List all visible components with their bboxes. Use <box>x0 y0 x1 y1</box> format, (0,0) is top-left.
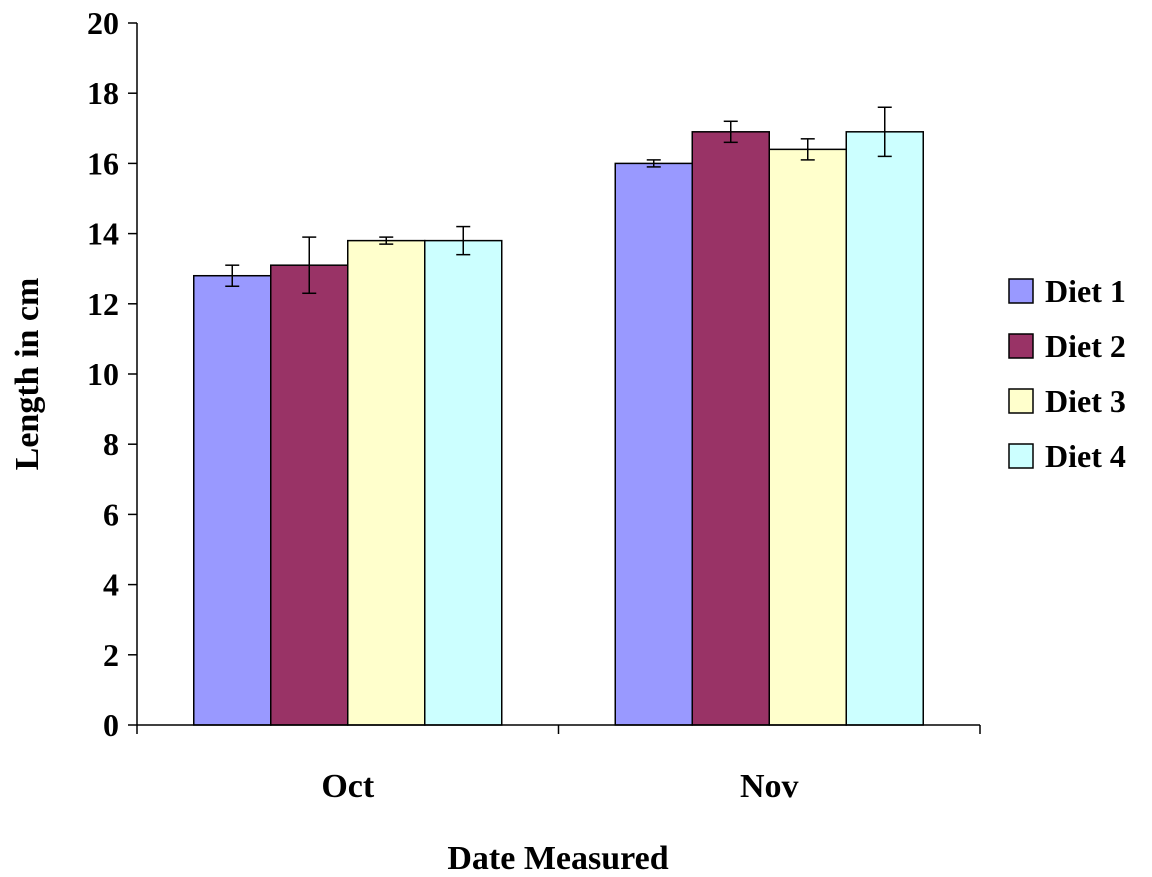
x-category-label: Oct <box>321 768 375 805</box>
y-axis-title: Length in cm <box>9 278 46 471</box>
error-bar <box>723 120 738 144</box>
bar-diet-2-oct <box>270 264 349 726</box>
legend-swatch <box>1008 443 1034 469</box>
legend-label: Diet 3 <box>1045 383 1126 419</box>
bar-diet-3-nov <box>768 148 847 726</box>
error-bars-layer <box>225 106 892 295</box>
bars-layer <box>193 131 924 726</box>
bar-diet-2-nov <box>691 131 770 726</box>
y-tick-label: 10 <box>87 356 119 392</box>
legend-item-diet-1: Diet 1 <box>1008 273 1126 309</box>
bar-diet-3-oct <box>347 239 426 726</box>
y-tick-label: 8 <box>103 426 119 462</box>
legend-item-diet-3: Diet 3 <box>1008 383 1126 419</box>
legend-label: Diet 2 <box>1045 328 1126 364</box>
y-tick-label: 6 <box>103 496 119 532</box>
legend: Diet 1 Diet 2 Diet 3 Diet 4 <box>1008 273 1126 474</box>
y-tick-label: 2 <box>103 637 119 673</box>
y-ticks: 0 2 4 6 8 10 12 14 16 18 20 <box>87 5 981 743</box>
y-tick-label: 4 <box>103 567 119 603</box>
bar-diet-4-nov <box>845 131 924 726</box>
error-bar <box>646 159 661 168</box>
legend-label: Diet 4 <box>1045 438 1126 474</box>
legend-item-diet-2: Diet 2 <box>1008 328 1126 364</box>
legend-item-diet-4: Diet 4 <box>1008 438 1126 474</box>
y-tick-label: 16 <box>87 145 119 181</box>
error-bar <box>877 106 892 158</box>
error-bar <box>456 225 471 256</box>
y-tick-label: 12 <box>87 286 119 322</box>
y-tick-label: 0 <box>103 707 119 743</box>
legend-swatch <box>1008 333 1034 359</box>
y-tick-label: 14 <box>87 216 119 252</box>
y-tick-label: 18 <box>87 75 119 111</box>
legend-swatch <box>1008 278 1034 304</box>
x-category-labels: Oct Nov <box>321 768 798 805</box>
legend-label: Diet 1 <box>1045 273 1126 309</box>
error-bar <box>302 236 317 295</box>
bar-diet-4-oct <box>424 239 503 726</box>
legend-swatch <box>1008 388 1034 414</box>
error-bar <box>379 236 394 245</box>
error-bar <box>225 264 240 287</box>
x-axis-title: Date Measured <box>447 840 668 877</box>
x-category-label: Nov <box>740 768 799 805</box>
y-tick-label: 20 <box>87 5 119 41</box>
error-bar <box>800 138 815 161</box>
bar-diet-1-oct <box>193 274 272 726</box>
bar-diet-1-nov <box>614 162 693 726</box>
